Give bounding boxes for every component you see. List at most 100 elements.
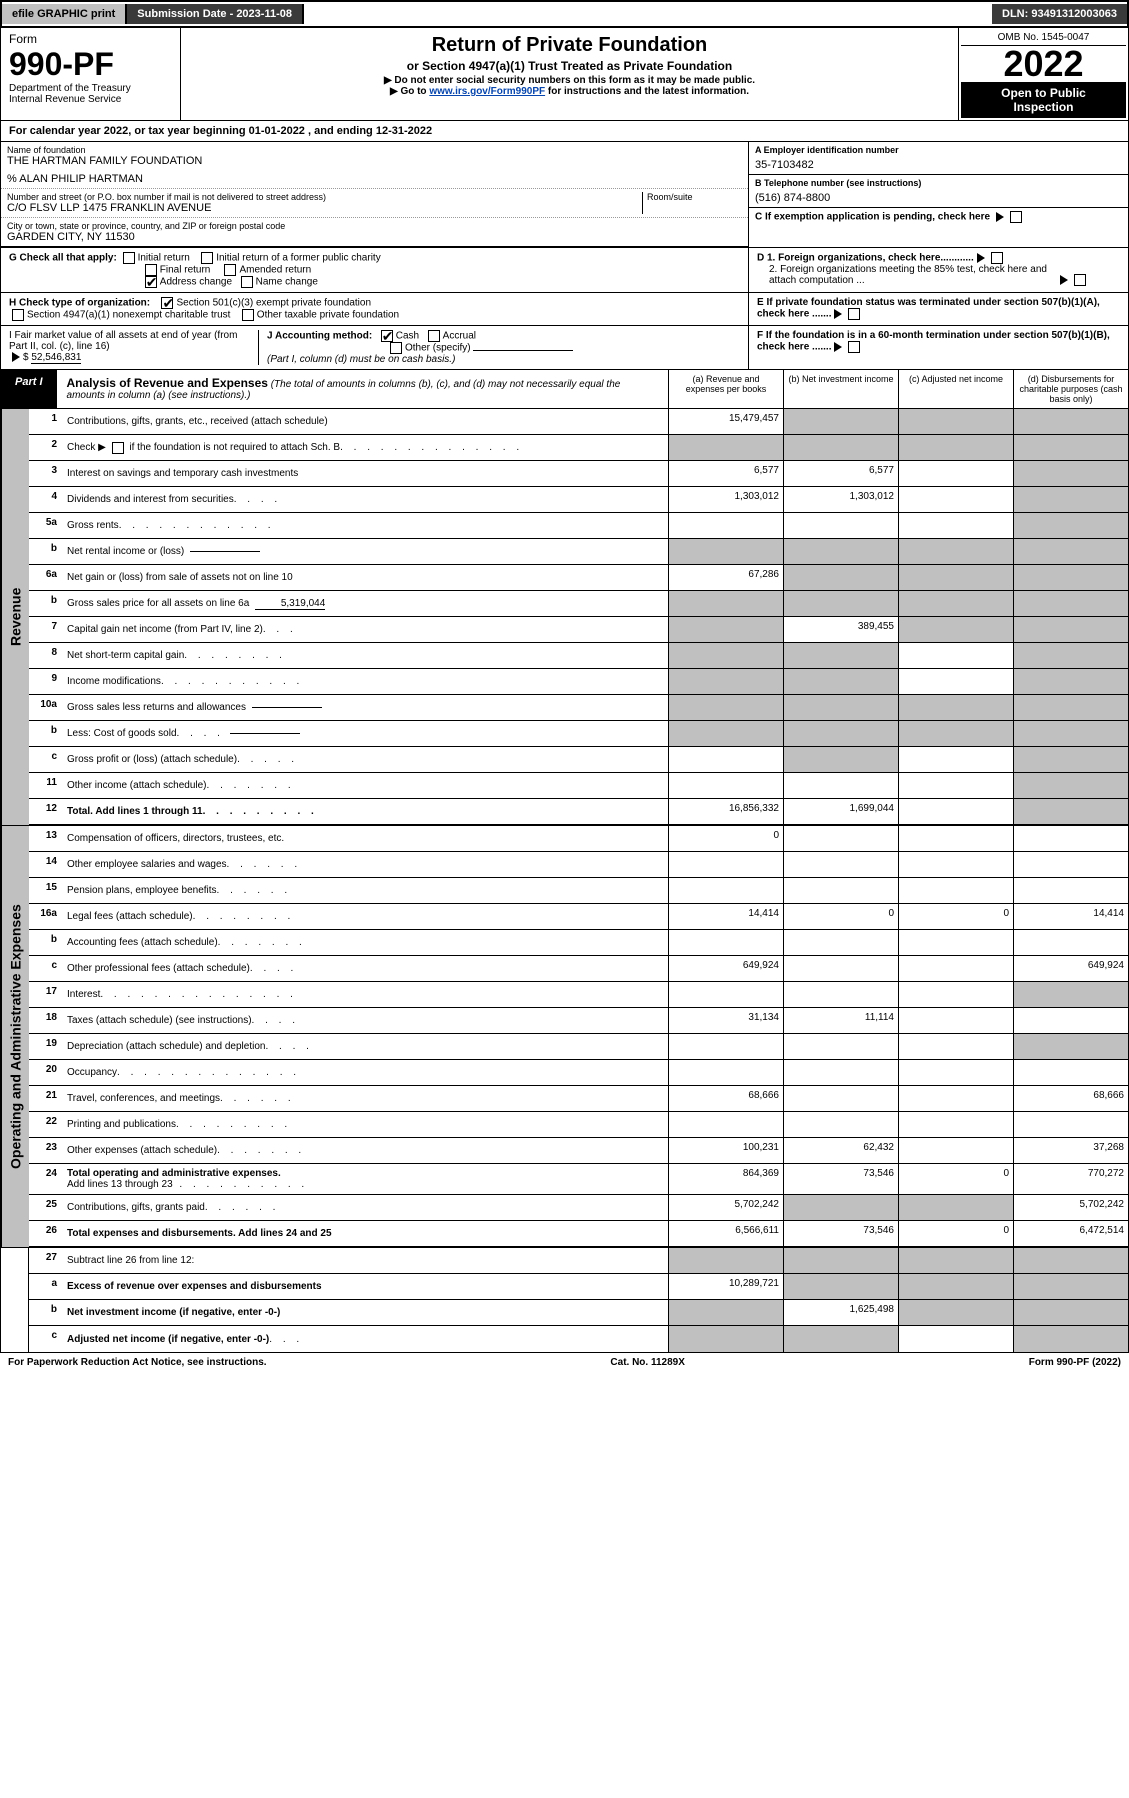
row-22-b: [783, 1112, 898, 1137]
row-4-a: 1,303,012: [668, 487, 783, 512]
ssn-warning: ▶ Do not enter social security numbers o…: [187, 75, 952, 86]
care-of: % ALAN PHILIP HARTMAN: [7, 173, 742, 185]
part1-header: Part I Analysis of Revenue and Expenses …: [0, 370, 1129, 409]
row-22-d: [1013, 1112, 1128, 1137]
d1-checkbox[interactable]: [991, 252, 1003, 264]
cell-shaded: [898, 617, 1013, 642]
goto-note: ▶ Go to www.irs.gov/Form990PF for instru…: [187, 86, 952, 97]
row-17-c: [898, 982, 1013, 1007]
schb-checkbox[interactable]: [112, 442, 124, 454]
row-26-c: 0: [898, 1221, 1013, 1246]
cell-shaded: [668, 643, 783, 668]
g-initial-former-checkbox[interactable]: [201, 252, 213, 264]
form-title: Return of Private Foundation: [187, 34, 952, 57]
c-checkbox[interactable]: [1010, 211, 1022, 223]
row-26-d: 6,472,514: [1013, 1221, 1128, 1246]
row-24-desc: Total operating and administrative expen…: [63, 1164, 668, 1194]
foundation-name-row: Name of foundation THE HARTMAN FAMILY FO…: [1, 142, 748, 189]
cell-shaded: [1013, 1034, 1128, 1059]
g-amended-checkbox[interactable]: [224, 264, 236, 276]
year-block: OMB No. 1545-0047 2022 Open to PublicIns…: [958, 28, 1128, 120]
row-9: 9Income modifications . . . . . . . . . …: [29, 669, 1128, 695]
row-3-a: 6,577: [668, 461, 783, 486]
h-4947-checkbox[interactable]: [12, 309, 24, 321]
i-label: I Fair market value of all assets at end…: [9, 330, 237, 352]
cell-shaded: [898, 1195, 1013, 1220]
e-checkbox[interactable]: [848, 308, 860, 320]
dept-treasury: Department of the Treasury: [9, 83, 172, 94]
g1: Initial return: [138, 253, 190, 264]
row-10c-desc: Gross profit or (loss) (attach schedule)…: [63, 747, 668, 772]
j-cash-checkbox[interactable]: [381, 330, 393, 342]
g-name-change-checkbox[interactable]: [241, 276, 253, 288]
row-23-b: 62,432: [783, 1138, 898, 1163]
j1: Cash: [396, 331, 419, 342]
g-initial-checkbox[interactable]: [123, 252, 135, 264]
revenue-table: Revenue 1Contributions, gifts, grants, e…: [0, 409, 1129, 826]
row-20: 20Occupancy . . . . . . . . . . . . . .: [29, 1060, 1128, 1086]
row-27c-desc: Adjusted net income (if negative, enter …: [63, 1326, 668, 1352]
row-14-desc: Other employee salaries and wages . . . …: [63, 852, 668, 877]
h3: Other taxable private foundation: [257, 310, 399, 321]
row-6a-a: 67,286: [668, 565, 783, 590]
row-5b: bNet rental income or (loss): [29, 539, 1128, 565]
row-24-b: 73,546: [783, 1164, 898, 1194]
row-5a-b: [783, 513, 898, 538]
irs: Internal Revenue Service: [9, 94, 172, 105]
j-other-checkbox[interactable]: [390, 342, 402, 354]
j-accrual-checkbox[interactable]: [428, 330, 440, 342]
top-bar: efile GRAPHIC print Submission Date - 20…: [0, 0, 1129, 28]
row-27b-b: 1,625,498: [783, 1300, 898, 1325]
row-14-d: [1013, 852, 1128, 877]
row-16c-desc: Other professional fees (attach schedule…: [63, 956, 668, 981]
cell-shaded: [783, 565, 898, 590]
row-20-d: [1013, 1060, 1128, 1085]
row-15-b: [783, 878, 898, 903]
g-label: G Check all that apply:: [9, 253, 117, 264]
row-10c: cGross profit or (loss) (attach schedule…: [29, 747, 1128, 773]
instructions-link[interactable]: www.irs.gov/Form990PF: [429, 86, 545, 97]
cell-shaded: [898, 1274, 1013, 1299]
row-21-d: 68,666: [1013, 1086, 1128, 1111]
d1-label: D 1. Foreign organizations, check here..…: [757, 253, 974, 264]
row-3: 3Interest on savings and temporary cash …: [29, 461, 1128, 487]
cell-shaded: [898, 1248, 1013, 1273]
form-subtitle: or Section 4947(a)(1) Trust Treated as P…: [187, 59, 952, 73]
blank-tab: [1, 1248, 29, 1352]
row-20-c: [898, 1060, 1013, 1085]
row-22-desc: Printing and publications . . . . . . . …: [63, 1112, 668, 1137]
city-state-zip: GARDEN CITY, NY 11530: [7, 231, 742, 243]
f-checkbox[interactable]: [848, 341, 860, 353]
row-5b-desc: Net rental income or (loss): [63, 539, 668, 564]
col-d-header: (d) Disbursements for charitable purpose…: [1013, 370, 1128, 408]
row-25: 25Contributions, gifts, grants paid . . …: [29, 1195, 1128, 1221]
row-9-c: [898, 669, 1013, 694]
cell-shaded: [1013, 773, 1128, 798]
part1-label: Part I: [1, 370, 57, 408]
row-10c-c: [898, 747, 1013, 772]
col-c-header: (c) Adjusted net income: [898, 370, 1013, 408]
cell-shaded: [668, 1326, 783, 1352]
row-5a-c: [898, 513, 1013, 538]
calyear-end: 12-31-2022: [376, 125, 432, 137]
cell-shaded: [1013, 565, 1128, 590]
row-15-c: [898, 878, 1013, 903]
cell-shaded: [898, 539, 1013, 564]
cell-shaded: [1013, 461, 1128, 486]
row-6b-inline: 5,319,044: [255, 598, 325, 610]
d2-checkbox[interactable]: [1074, 274, 1086, 286]
h-501c3-checkbox[interactable]: [161, 297, 173, 309]
g-address-change-checkbox[interactable]: [145, 276, 157, 288]
row-4-desc: Dividends and interest from securities .…: [63, 487, 668, 512]
pointer-icon: [977, 253, 985, 263]
h-other-checkbox[interactable]: [242, 309, 254, 321]
row-27-desc: Subtract line 26 from line 12:: [63, 1248, 668, 1273]
open-to-public: Open to PublicInspection: [961, 82, 1126, 118]
cell-shaded: [898, 565, 1013, 590]
revenue-rows: 1Contributions, gifts, grants, etc., rec…: [29, 409, 1128, 825]
row-15-desc: Pension plans, employee benefits . . . .…: [63, 878, 668, 903]
cell-shaded: [1013, 721, 1128, 746]
efile-print-button[interactable]: efile GRAPHIC print: [2, 4, 127, 24]
row-27c: cAdjusted net income (if negative, enter…: [29, 1326, 1128, 1352]
col-b-header: (b) Net investment income: [783, 370, 898, 408]
